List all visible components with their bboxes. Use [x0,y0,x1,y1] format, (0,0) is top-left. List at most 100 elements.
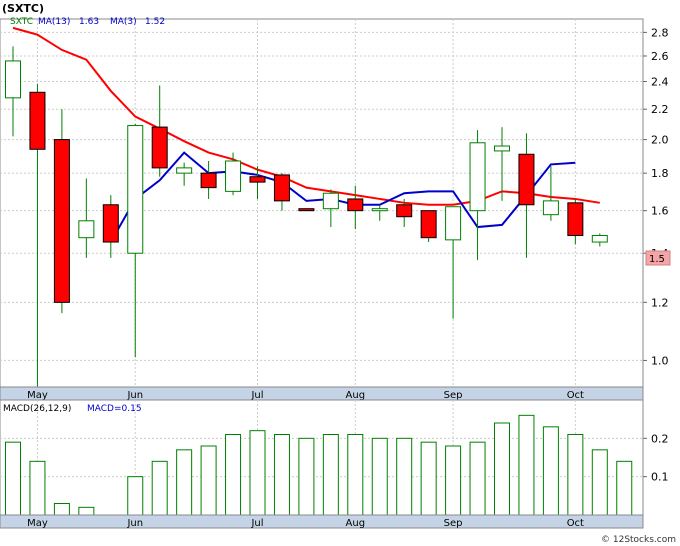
macd-bar [151,460,168,516]
macd-bar [542,426,559,516]
macd-month-label: Sep [444,518,463,529]
macd-bar [371,437,388,516]
macd-bar [445,445,462,516]
price-tick-label: 2.6 [651,50,669,63]
candle-body [53,139,70,303]
candle [298,208,315,212]
price-month-label: Aug [346,390,366,401]
candle [494,127,510,201]
candle-body [29,91,46,150]
price-tick-label: 2.0 [651,134,669,147]
macd-axis: 0.1 0.2 [643,432,669,484]
macd-bar [469,441,486,516]
candle [127,124,144,358]
last-price-label: 1.5 [649,254,665,265]
candle [102,195,119,258]
legend-ma3-label: MA(3) [110,17,137,27]
price-axis: 1.01.21.41.61.82.02.22.42.62.8 [643,26,669,367]
macd-bar [127,476,144,516]
price-tick-label: 2.4 [651,75,669,88]
ma3-line [109,151,576,243]
macd-bar [518,414,535,516]
candle [469,130,486,261]
macd-month-label: Oct [567,518,584,529]
price-tick-label: 1.2 [651,296,669,309]
macd-bar [322,434,339,516]
candle-body [567,202,584,237]
macd-bar [176,449,193,516]
candle [151,85,168,177]
candle-body [445,206,462,241]
candle-body [225,160,242,192]
macd-bar [298,437,315,516]
candle [567,198,584,245]
candle [200,160,217,199]
price-legend: SXTC MA(13) 1.63 MA(3) 1.52 [10,17,165,27]
price-tick-label: 2.8 [651,26,669,39]
macd-bar [225,434,242,516]
price-tick-label: 1.8 [651,167,669,180]
macd-bar [53,503,70,516]
candle [347,185,364,230]
candle [371,204,388,221]
candle [53,109,70,314]
candle [542,166,559,221]
macd-x-axis-labels: May Jun Jul Aug Sep Oct [27,518,584,529]
macd-tick-label: 0.1 [651,471,669,484]
macd-tick-label: 0.2 [651,432,669,445]
candle [5,46,21,137]
macd-bar [200,445,217,516]
macd-month-label: Jul [250,518,263,529]
macd-bar [396,437,413,516]
candle-body [469,142,486,212]
legend-ma3-value: 1.52 [145,17,165,27]
price-month-label: Jul [250,390,263,401]
candle [78,178,95,258]
macd-bar [347,434,364,516]
macd-bar [494,422,510,516]
candle-body [102,204,119,243]
candle [396,198,413,228]
candle-body [273,174,290,202]
candle-body [518,153,535,206]
macd-label: MACD(26,12,9) [3,404,71,414]
candle [273,173,290,211]
price-month-label: Sep [444,390,463,401]
candle-body [322,192,339,210]
price-month-label: Jun [126,390,143,401]
price-x-axis-labels: May Jun Jul Aug Sep Oct [27,390,584,401]
candle [420,210,437,243]
price-tick-label: 2.2 [651,103,669,116]
candles [5,46,608,387]
macd-bar [249,430,266,516]
candle [225,152,242,196]
price-month-label: Oct [567,390,584,401]
candle-body [127,125,144,254]
watermark: © 12Stocks.com [601,535,676,545]
price-month-label: May [27,390,48,401]
candle [591,233,608,247]
macd-bar [5,441,21,516]
macd-bar [273,434,290,516]
candle [445,206,462,319]
candle-body [78,220,95,239]
candle [322,189,339,228]
macd-bar [567,434,584,516]
candle-body [176,167,193,174]
macd-month-label: May [27,518,48,529]
candle [176,162,193,186]
candle-body [200,172,217,189]
macd-bar [78,506,95,516]
candle-body [151,126,168,169]
macd-panel [0,399,644,516]
ticker-title: (SXTC) [2,2,44,15]
legend-ma13-value: 1.63 [79,17,99,27]
candle-body [420,210,437,239]
candle [249,166,266,199]
macd-x-axis-band [0,514,644,529]
macd-bar [616,460,633,516]
candle-body [298,208,315,212]
macd-bar [420,441,437,516]
candle-body [396,204,413,218]
macd-month-label: Jun [126,518,143,529]
